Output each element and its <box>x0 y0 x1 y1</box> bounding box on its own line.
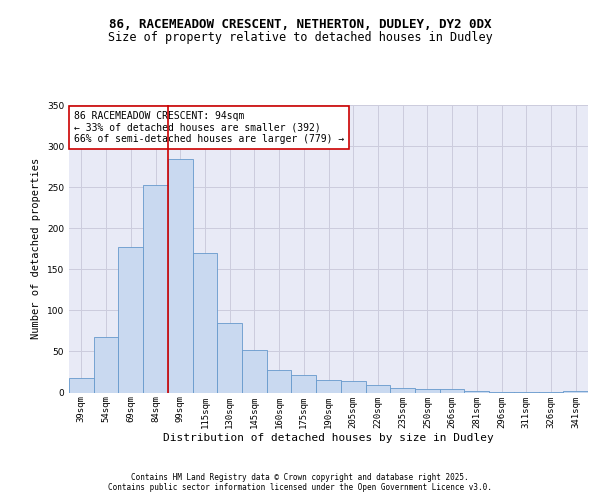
Bar <box>242 350 267 393</box>
X-axis label: Distribution of detached houses by size in Dudley: Distribution of detached houses by size … <box>163 433 494 443</box>
Bar <box>217 322 242 392</box>
Bar <box>193 253 217 392</box>
Bar <box>365 385 390 392</box>
Bar <box>168 159 193 392</box>
Bar <box>563 391 588 392</box>
Text: Contains HM Land Registry data © Crown copyright and database right 2025.: Contains HM Land Registry data © Crown c… <box>131 472 469 482</box>
Text: 86 RACEMEADOW CRESCENT: 94sqm
← 33% of detached houses are smaller (392)
66% of : 86 RACEMEADOW CRESCENT: 94sqm ← 33% of d… <box>74 111 344 144</box>
Text: Size of property relative to detached houses in Dudley: Size of property relative to detached ho… <box>107 31 493 44</box>
Bar <box>316 380 341 392</box>
Bar <box>143 184 168 392</box>
Text: 86, RACEMEADOW CRESCENT, NETHERTON, DUDLEY, DY2 0DX: 86, RACEMEADOW CRESCENT, NETHERTON, DUDL… <box>109 18 491 30</box>
Bar <box>415 389 440 392</box>
Bar <box>341 381 365 392</box>
Bar <box>390 388 415 392</box>
Bar <box>94 338 118 392</box>
Bar <box>69 378 94 392</box>
Bar <box>440 389 464 392</box>
Y-axis label: Number of detached properties: Number of detached properties <box>31 158 41 340</box>
Text: Contains public sector information licensed under the Open Government Licence v3: Contains public sector information licen… <box>108 482 492 492</box>
Bar <box>464 391 489 392</box>
Bar <box>292 375 316 392</box>
Bar <box>267 370 292 392</box>
Bar <box>118 247 143 392</box>
